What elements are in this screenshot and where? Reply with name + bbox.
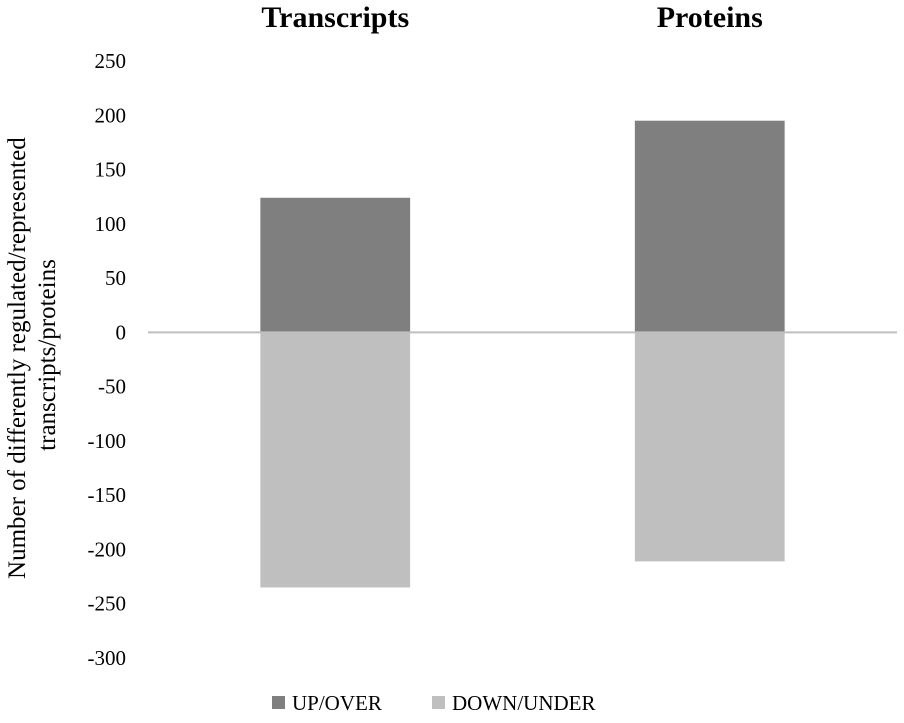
y-tick-label: 50: [105, 266, 126, 290]
legend-swatch: [432, 696, 445, 709]
y-axis-title: Number of differently regulated/represen…: [4, 131, 61, 579]
y-tick-label: -250: [88, 592, 127, 616]
legend-label: UP/OVER: [292, 691, 382, 715]
y-tick-label: 200: [95, 103, 127, 127]
bar-transcripts-down-under: [260, 332, 411, 588]
bar-transcripts-up-over: [260, 197, 411, 333]
y-tick-label: -100: [88, 429, 127, 453]
y-tick-label: -150: [88, 483, 127, 507]
legend-label: DOWN/UNDER: [452, 691, 595, 715]
y-tick-label: -50: [98, 375, 126, 399]
bar-proteins-down-under: [634, 332, 785, 562]
category-label-proteins: Proteins: [657, 1, 763, 34]
legend-swatch: [272, 696, 285, 709]
svg-text:Number of differently regulate: Number of differently regulated/represen…: [4, 131, 61, 579]
y-axis-title-line-2: transcripts/proteins: [34, 259, 61, 451]
y-tick-label: 150: [95, 158, 127, 182]
y-tick-label: -200: [88, 537, 127, 561]
y-tick-label: 100: [95, 212, 127, 236]
y-axis-ticks: 250 200 150 100 50 0 -50 -100 -150 -200 -250 -300: [88, 49, 127, 670]
bar-proteins-up-over: [634, 120, 785, 333]
y-tick-label: -300: [88, 646, 127, 670]
category-label-transcripts: Transcripts: [261, 1, 409, 34]
category-labels: Transcripts Proteins: [261, 1, 762, 34]
y-tick-label: 250: [95, 49, 127, 73]
bars: [260, 120, 785, 588]
y-axis-title-line-1: Number of differently regulated/represen…: [4, 137, 31, 579]
y-tick-label: 0: [116, 320, 127, 344]
legend: UP/OVER DOWN/UNDER: [272, 691, 595, 715]
